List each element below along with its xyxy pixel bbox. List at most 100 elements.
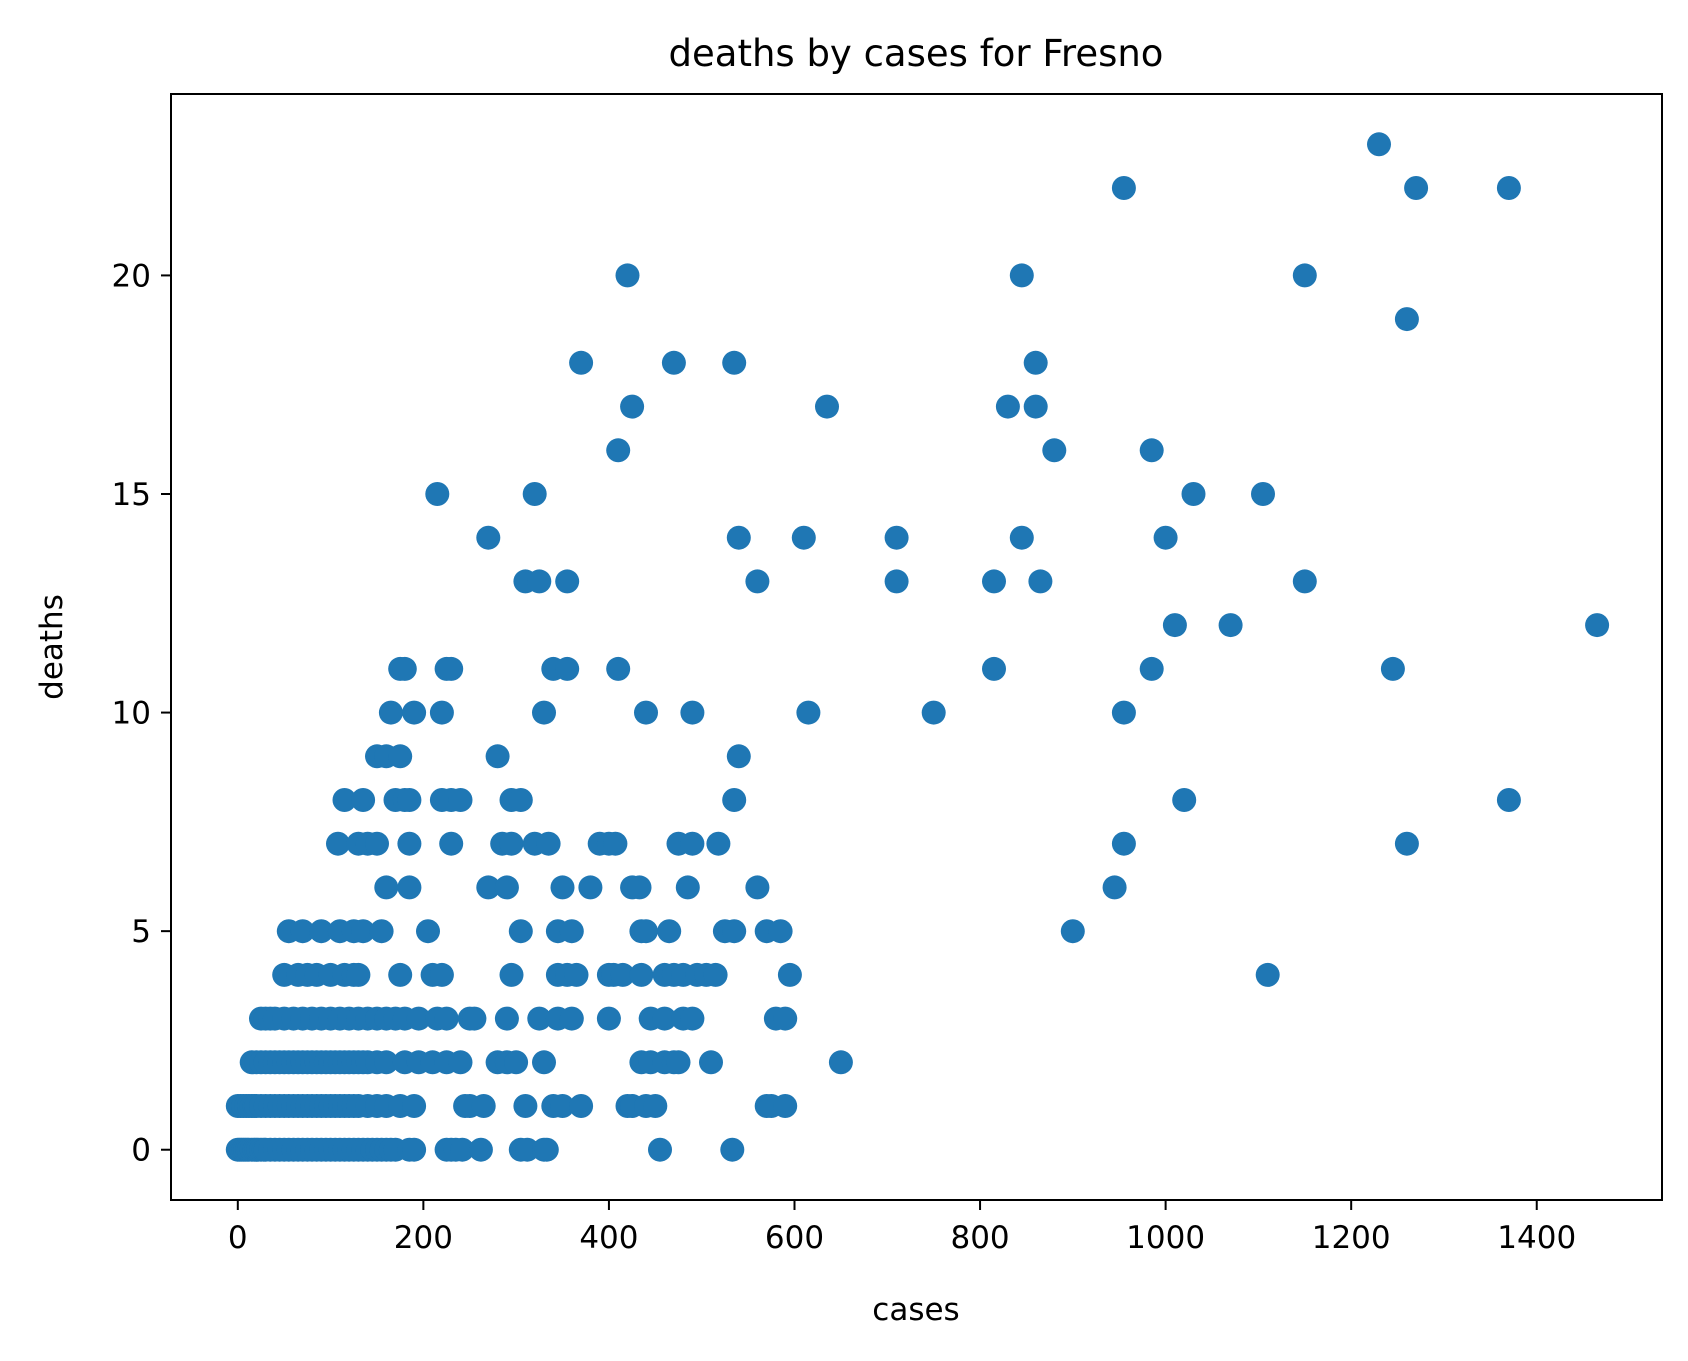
data-point: [726, 744, 751, 769]
data-point: [1111, 176, 1136, 200]
x-tick-label: 1400: [1497, 1220, 1576, 1256]
data-point: [675, 875, 700, 900]
data-point: [982, 656, 1006, 681]
data-point: [374, 875, 399, 900]
data-point: [1139, 438, 1164, 463]
data-point: [884, 525, 909, 550]
data-point: [374, 1050, 399, 1075]
data-point: [1111, 831, 1136, 856]
data-point: [494, 875, 519, 900]
data-point: [620, 394, 645, 419]
y-tick-label: 0: [131, 1133, 151, 1169]
data-point: [1394, 831, 1419, 856]
data-point: [290, 919, 315, 944]
x-tick-label: 1200: [1312, 1220, 1391, 1256]
data-point: [629, 962, 654, 987]
data-point: [1023, 394, 1048, 419]
data-point: [448, 1050, 473, 1075]
data-point: [369, 919, 394, 944]
x-axis-label: cases: [872, 1292, 959, 1328]
data-point: [828, 1050, 853, 1075]
y-tick-label: 20: [112, 258, 151, 294]
plot-frame: [170, 93, 1663, 1201]
data-point: [555, 569, 580, 594]
data-point: [726, 525, 751, 550]
data-point: [402, 1137, 427, 1162]
data-point: [745, 875, 770, 900]
data-point: [722, 788, 747, 812]
data-point: [1380, 656, 1405, 681]
data-point: [1218, 613, 1243, 638]
data-point: [634, 700, 658, 725]
data-point: [332, 788, 357, 812]
data-point: [1111, 700, 1136, 725]
y-tick-label: 5: [131, 914, 151, 950]
data-point: [397, 831, 422, 856]
data-points: [225, 132, 1610, 1162]
data-point: [706, 831, 731, 856]
data-point: [416, 919, 440, 944]
chart-title: deaths by cases for Fresno: [669, 32, 1164, 75]
data-point: [365, 831, 389, 856]
y-tick-label: 10: [112, 696, 151, 732]
data-point: [1042, 438, 1067, 463]
data-point: [1404, 176, 1429, 200]
data-point: [550, 875, 575, 900]
data-point: [378, 700, 403, 725]
x-tick-label: 1000: [1126, 1220, 1205, 1256]
data-point: [921, 700, 946, 725]
data-point: [397, 788, 422, 812]
data-point: [439, 831, 464, 856]
data-point: [555, 656, 580, 681]
data-point: [982, 569, 1006, 594]
data-point: [745, 569, 770, 594]
x-tick-label: 400: [579, 1220, 638, 1256]
data-point: [648, 1137, 672, 1162]
data-point: [532, 700, 556, 725]
data-point: [657, 919, 682, 944]
data-point: [559, 919, 584, 944]
data-point: [722, 919, 747, 944]
data-point: [402, 1094, 427, 1118]
data-point: [462, 1006, 487, 1031]
data-point: [606, 656, 631, 681]
data-point: [569, 350, 594, 375]
data-point: [606, 438, 631, 463]
data-point: [1172, 788, 1197, 812]
data-point: [564, 962, 589, 987]
data-point: [603, 831, 628, 856]
data-point: [1181, 482, 1206, 506]
data-point: [550, 1094, 575, 1118]
data-point: [1255, 962, 1280, 987]
data-point: [661, 350, 686, 375]
data-point: [471, 1094, 496, 1118]
data-point: [406, 1006, 431, 1031]
data-point: [703, 962, 728, 987]
data-point: [1153, 525, 1178, 550]
data-point: [346, 962, 371, 987]
data-point: [513, 1094, 538, 1118]
data-point: [1102, 875, 1127, 900]
data-point: [1585, 613, 1610, 638]
y-axis-ticks: 0 5 10 15 20: [112, 258, 171, 1169]
data-point: [768, 919, 793, 944]
data-point: [995, 394, 1020, 419]
data-point: [634, 919, 658, 944]
data-point: [351, 788, 376, 812]
data-point: [720, 1137, 745, 1162]
data-point: [397, 875, 422, 900]
data-point: [884, 569, 909, 594]
data-point: [1162, 613, 1187, 638]
data-point: [388, 962, 413, 987]
data-point: [504, 1050, 529, 1075]
data-point: [434, 1006, 459, 1031]
data-point: [1292, 569, 1317, 594]
y-tick-label: 15: [112, 477, 151, 513]
x-axis-ticks: 0 200 400 600 800 1000 1200 1400: [228, 1200, 1576, 1256]
data-point: [534, 1137, 559, 1162]
data-point: [569, 1094, 594, 1118]
data-point: [309, 919, 334, 944]
x-tick-label: 600: [765, 1220, 824, 1256]
